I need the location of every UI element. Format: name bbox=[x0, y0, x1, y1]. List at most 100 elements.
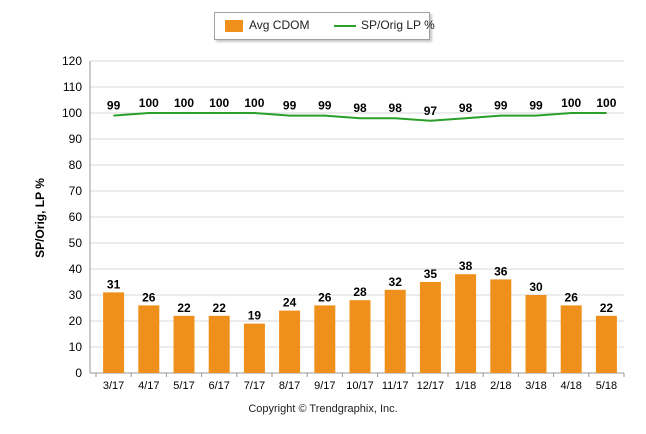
line-series bbox=[113, 112, 607, 122]
legend-swatch-line bbox=[334, 25, 356, 27]
bar bbox=[314, 305, 336, 373]
x-tick-label: 12/17 bbox=[417, 380, 445, 392]
x-tick-label: 3/17 bbox=[103, 380, 124, 392]
bar bbox=[490, 279, 512, 373]
line-data-label: 98 bbox=[459, 101, 473, 115]
line-point bbox=[394, 117, 396, 119]
line-data-label: 99 bbox=[494, 99, 508, 113]
line-data-label: 100 bbox=[174, 96, 194, 110]
line-point bbox=[465, 117, 467, 119]
line-data-label: 99 bbox=[529, 99, 543, 113]
bar bbox=[243, 323, 265, 373]
x-axis-ticks: 3/17 4/17 5/17 6/17 7/17 8/17 9/17 10/17 11/17 12… bbox=[95, 373, 625, 392]
bar bbox=[455, 274, 477, 373]
bar-data-label: 26 bbox=[318, 290, 332, 304]
x-tick-label: 1/18 bbox=[455, 380, 476, 392]
x-tick-label: 6/17 bbox=[208, 380, 229, 392]
bar bbox=[419, 282, 441, 373]
line-point bbox=[183, 112, 185, 114]
x-tick-label: 10/17 bbox=[346, 380, 374, 392]
bar bbox=[138, 305, 160, 373]
y-tick-label: 10 bbox=[69, 340, 83, 354]
bar bbox=[349, 300, 371, 373]
x-tick-label: 11/17 bbox=[382, 380, 409, 392]
line-data-label: 97 bbox=[424, 104, 438, 118]
bar-data-label: 24 bbox=[283, 296, 297, 310]
x-tick-label: 7/17 bbox=[244, 380, 265, 392]
bar bbox=[103, 292, 125, 373]
copyright-text: Copyright © Trendgraphix, Inc. bbox=[248, 403, 398, 415]
y-tick-label: 100 bbox=[62, 106, 82, 120]
x-tick-label: 5/18 bbox=[596, 380, 617, 392]
bar-data-label: 22 bbox=[177, 301, 191, 315]
bar-series bbox=[103, 274, 617, 373]
legend-label-avg-cdom: Avg CDOM bbox=[249, 18, 310, 32]
line-data-label: 100 bbox=[244, 96, 264, 110]
bar bbox=[208, 315, 230, 373]
bar-data-label: 28 bbox=[353, 285, 367, 299]
line-point bbox=[253, 112, 255, 114]
bar bbox=[595, 315, 617, 373]
legend-swatch-bar bbox=[225, 20, 243, 32]
line-point bbox=[289, 115, 291, 117]
x-tick-label: 4/18 bbox=[560, 380, 581, 392]
line-data-label: 100 bbox=[561, 96, 581, 110]
line-point bbox=[324, 115, 326, 117]
y-tick-label: 0 bbox=[75, 366, 82, 380]
y-tick-label: 70 bbox=[69, 184, 83, 198]
bar-data-label: 31 bbox=[107, 277, 121, 291]
bar-data-label: 26 bbox=[565, 290, 579, 304]
line-data-label: 99 bbox=[318, 99, 332, 113]
y-tick-label: 40 bbox=[69, 262, 83, 276]
bar-data-label: 26 bbox=[142, 290, 156, 304]
y-tick-label: 90 bbox=[69, 132, 83, 146]
bar-data-labels: 31 26 22 22 19 24 26 28 32 35 38 36 30 26 22 bbox=[107, 259, 613, 322]
line-data-labels: 99 100 100 100 100 99 99 98 98 97 98 99 99 100 100 bbox=[107, 96, 617, 118]
x-tick-label: 8/17 bbox=[279, 380, 300, 392]
bar bbox=[525, 295, 547, 373]
x-tick-label: 3/18 bbox=[525, 380, 546, 392]
line-data-label: 99 bbox=[107, 99, 121, 113]
bar-data-label: 19 bbox=[248, 309, 262, 323]
line-point bbox=[429, 120, 431, 122]
y-tick-label: 60 bbox=[69, 210, 83, 224]
y-tick-label: 110 bbox=[63, 80, 82, 94]
bar-data-label: 22 bbox=[213, 301, 227, 315]
line-point bbox=[570, 112, 572, 114]
y-tick-label: 20 bbox=[69, 314, 83, 328]
y-tick-label: 120 bbox=[62, 54, 82, 68]
line-point bbox=[535, 115, 537, 117]
bar-data-label: 30 bbox=[529, 280, 543, 294]
y-tick-label: 50 bbox=[69, 236, 83, 250]
bar-data-label: 35 bbox=[424, 267, 438, 281]
line-data-label: 100 bbox=[596, 96, 616, 110]
line-data-label: 100 bbox=[139, 96, 159, 110]
bar-data-label: 38 bbox=[459, 259, 473, 273]
legend: Avg CDOM SP/Orig LP % bbox=[214, 12, 435, 40]
bar bbox=[560, 305, 582, 373]
y-tick-label: 30 bbox=[69, 288, 83, 302]
line-data-label: 100 bbox=[209, 96, 229, 110]
line-point bbox=[500, 115, 502, 117]
line-point bbox=[359, 117, 361, 119]
y-tick-label: 80 bbox=[69, 158, 83, 172]
x-tick-label: 9/17 bbox=[314, 380, 335, 392]
bar-data-label: 36 bbox=[494, 264, 508, 278]
line-point bbox=[113, 115, 115, 117]
line-data-label: 99 bbox=[283, 99, 297, 113]
x-tick-label: 4/17 bbox=[138, 380, 159, 392]
bar bbox=[279, 310, 301, 373]
line-point bbox=[218, 112, 220, 114]
y-axis-ticks: 0 10 20 30 40 50 60 70 80 90 100 110 120 bbox=[62, 54, 82, 380]
bar-data-label: 32 bbox=[389, 275, 403, 289]
line-data-label: 98 bbox=[389, 101, 403, 115]
line-point bbox=[148, 112, 150, 114]
bar bbox=[173, 315, 195, 373]
x-tick-label: 2/18 bbox=[490, 380, 511, 392]
line-point bbox=[605, 112, 607, 114]
legend-label-sp-orig: SP/Orig LP % bbox=[361, 18, 435, 32]
y-axis-label: SP/Orig, LP % bbox=[33, 178, 47, 258]
line-data-label: 98 bbox=[353, 101, 367, 115]
bar-data-label: 22 bbox=[600, 301, 614, 315]
